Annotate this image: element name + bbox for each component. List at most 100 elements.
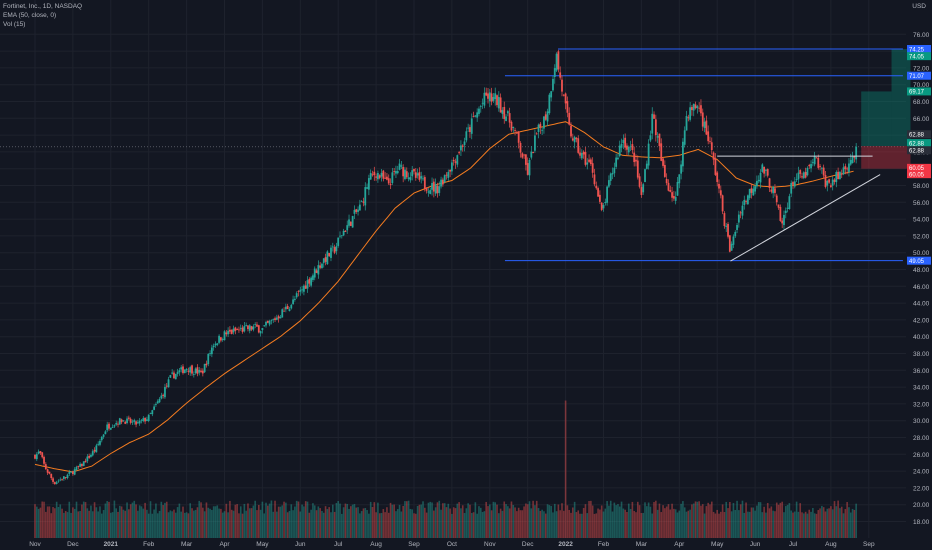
volume-bar xyxy=(736,500,738,538)
volume-bar xyxy=(797,511,800,538)
ema-indicator-label[interactable]: EMA (50, close, 0) xyxy=(3,12,57,19)
candle-body xyxy=(277,316,280,319)
volume-bar xyxy=(508,508,511,538)
volume-bar xyxy=(839,508,841,538)
horizontal-levels[interactable] xyxy=(504,48,903,262)
candle-body xyxy=(752,188,755,196)
candle-body xyxy=(460,145,462,151)
price-tag-label: 62.88 xyxy=(909,141,925,147)
volume-bar xyxy=(346,503,349,538)
volume-bar xyxy=(306,501,309,538)
candle-body xyxy=(598,194,601,202)
volume-bar xyxy=(238,513,240,538)
volume-bar xyxy=(418,504,421,538)
candle-body xyxy=(770,189,773,192)
candle-body xyxy=(337,237,340,246)
candle-body xyxy=(358,204,361,211)
position-boxes[interactable] xyxy=(861,49,911,169)
candle-body xyxy=(72,471,74,475)
volume-bar xyxy=(221,512,224,538)
volume-bar xyxy=(472,512,475,538)
candle-body xyxy=(748,188,751,198)
volume-bar xyxy=(741,500,744,538)
volume-bar xyxy=(176,507,179,538)
candle-body xyxy=(104,431,107,435)
candle-body xyxy=(367,178,370,190)
volume-bar xyxy=(801,512,803,538)
volume-bar xyxy=(456,503,459,538)
candle-body xyxy=(481,102,484,104)
volume-bar xyxy=(207,507,210,538)
volume-bar xyxy=(803,513,805,538)
time-axis[interactable]: Nov Dec 2021 Feb Mar Apr May Jun Jul Aug Sep Oct Nov… xyxy=(29,541,875,548)
price-axis[interactable]: 18.00 20.00 22.00 24.00 26.00 28.00 30.00 32.00… xyxy=(913,32,930,526)
candle-body xyxy=(508,113,511,123)
volume-bar xyxy=(671,503,673,538)
candle-body xyxy=(683,130,686,145)
candle-body xyxy=(712,152,715,160)
volume-bar xyxy=(481,512,484,538)
volume-bar xyxy=(396,509,399,538)
candle-body xyxy=(626,145,628,150)
candle-body xyxy=(680,164,683,174)
volume-bar xyxy=(41,501,44,538)
volume-bar xyxy=(669,509,672,538)
volume-bar xyxy=(225,503,228,538)
volume-bar xyxy=(519,510,522,538)
trendlines[interactable] xyxy=(717,155,881,262)
candle-body xyxy=(66,474,69,479)
symbol-title[interactable]: Fortinet, Inc., 1D, NASDAQ xyxy=(3,3,83,10)
price-tick-label: 54.00 xyxy=(913,217,930,224)
volume-bar xyxy=(146,509,148,538)
volume-bar xyxy=(485,501,487,538)
volume-bar xyxy=(523,506,525,538)
candle-body xyxy=(609,173,612,181)
candle-body xyxy=(636,160,639,178)
candle-body xyxy=(203,363,206,373)
volume-bar xyxy=(322,512,325,538)
candle-body xyxy=(718,183,720,189)
volume-bar xyxy=(119,505,121,538)
candle-body xyxy=(138,420,141,424)
candle-body xyxy=(799,170,802,174)
volume-bar xyxy=(784,506,787,538)
candle-body xyxy=(331,246,334,248)
candle-body xyxy=(41,452,44,458)
volume-bar xyxy=(227,512,229,538)
candle-body xyxy=(689,107,692,120)
price-tick-label: 70.00 xyxy=(913,82,930,89)
candle-body xyxy=(315,270,318,273)
candle-body xyxy=(53,482,56,484)
candle-body xyxy=(826,180,829,186)
candle-body xyxy=(528,159,531,176)
candle-body xyxy=(243,326,246,332)
candle-body xyxy=(571,138,574,141)
candle-body xyxy=(750,188,753,193)
volume-bar xyxy=(582,507,585,538)
volume-bar xyxy=(117,511,119,538)
volume-bar xyxy=(465,508,468,538)
candle-body xyxy=(458,152,461,154)
volume-bar xyxy=(382,509,385,538)
candle-body xyxy=(182,366,184,374)
candle-body xyxy=(604,201,607,204)
candle-body xyxy=(725,225,728,227)
volume-bar xyxy=(730,511,733,538)
volume-bar xyxy=(806,513,809,538)
volume-bar xyxy=(68,501,71,538)
candle-body xyxy=(153,406,156,410)
volume-bar xyxy=(164,502,166,538)
candle-body xyxy=(360,201,363,203)
volume-bar xyxy=(840,506,843,538)
volume-indicator-label[interactable]: Vol (15) xyxy=(3,21,26,28)
volume-bar xyxy=(653,502,655,538)
candle-body xyxy=(678,174,681,184)
volume-bar xyxy=(211,509,213,538)
candle-body xyxy=(425,187,428,191)
candle-body xyxy=(405,171,408,178)
candle-body xyxy=(763,166,766,174)
volume-bar xyxy=(229,500,231,538)
candle-body xyxy=(842,167,845,175)
volume-bar xyxy=(395,511,397,538)
